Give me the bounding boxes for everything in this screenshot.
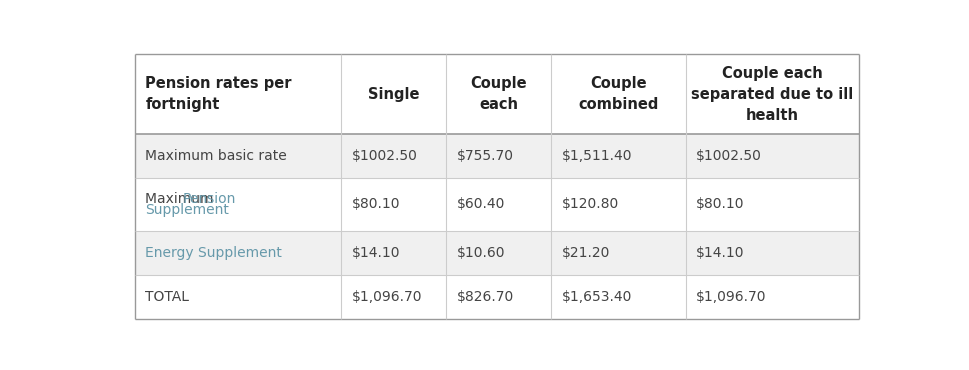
Text: $1,096.70: $1,096.70 — [352, 290, 422, 304]
Text: $1,653.40: $1,653.40 — [561, 290, 632, 304]
Bar — [135, 54, 859, 134]
Text: $14.10: $14.10 — [352, 246, 400, 260]
Text: Energy Supplement: Energy Supplement — [145, 246, 282, 260]
Text: $755.70: $755.70 — [456, 149, 514, 163]
Bar — [135, 231, 859, 275]
Text: $80.10: $80.10 — [352, 197, 400, 211]
Bar — [135, 134, 859, 178]
Text: $10.60: $10.60 — [456, 246, 505, 260]
Text: TOTAL: TOTAL — [145, 290, 189, 304]
Text: $826.70: $826.70 — [456, 290, 514, 304]
Text: $14.10: $14.10 — [696, 246, 744, 260]
Text: $1002.50: $1002.50 — [696, 149, 762, 163]
Text: $80.10: $80.10 — [696, 197, 744, 211]
Text: $1,096.70: $1,096.70 — [696, 290, 766, 304]
Text: $21.20: $21.20 — [561, 246, 610, 260]
Text: Pension rates per
fortnight: Pension rates per fortnight — [145, 76, 292, 112]
Text: $120.80: $120.80 — [561, 197, 618, 211]
Text: Supplement: Supplement — [145, 203, 229, 217]
Text: Couple
each: Couple each — [470, 76, 527, 112]
Text: Maximum: Maximum — [145, 192, 218, 206]
Text: $60.40: $60.40 — [456, 197, 505, 211]
Text: $1,511.40: $1,511.40 — [561, 149, 632, 163]
Text: $1002.50: $1002.50 — [352, 149, 418, 163]
Bar — [135, 178, 859, 231]
Bar — [135, 275, 859, 319]
Text: Couple each
separated due to ill
health: Couple each separated due to ill health — [691, 65, 853, 122]
Text: Couple
combined: Couple combined — [578, 76, 658, 112]
Text: Maximum basic rate: Maximum basic rate — [145, 149, 287, 163]
Text: Single: Single — [367, 87, 420, 101]
Text: Pension: Pension — [182, 192, 235, 206]
